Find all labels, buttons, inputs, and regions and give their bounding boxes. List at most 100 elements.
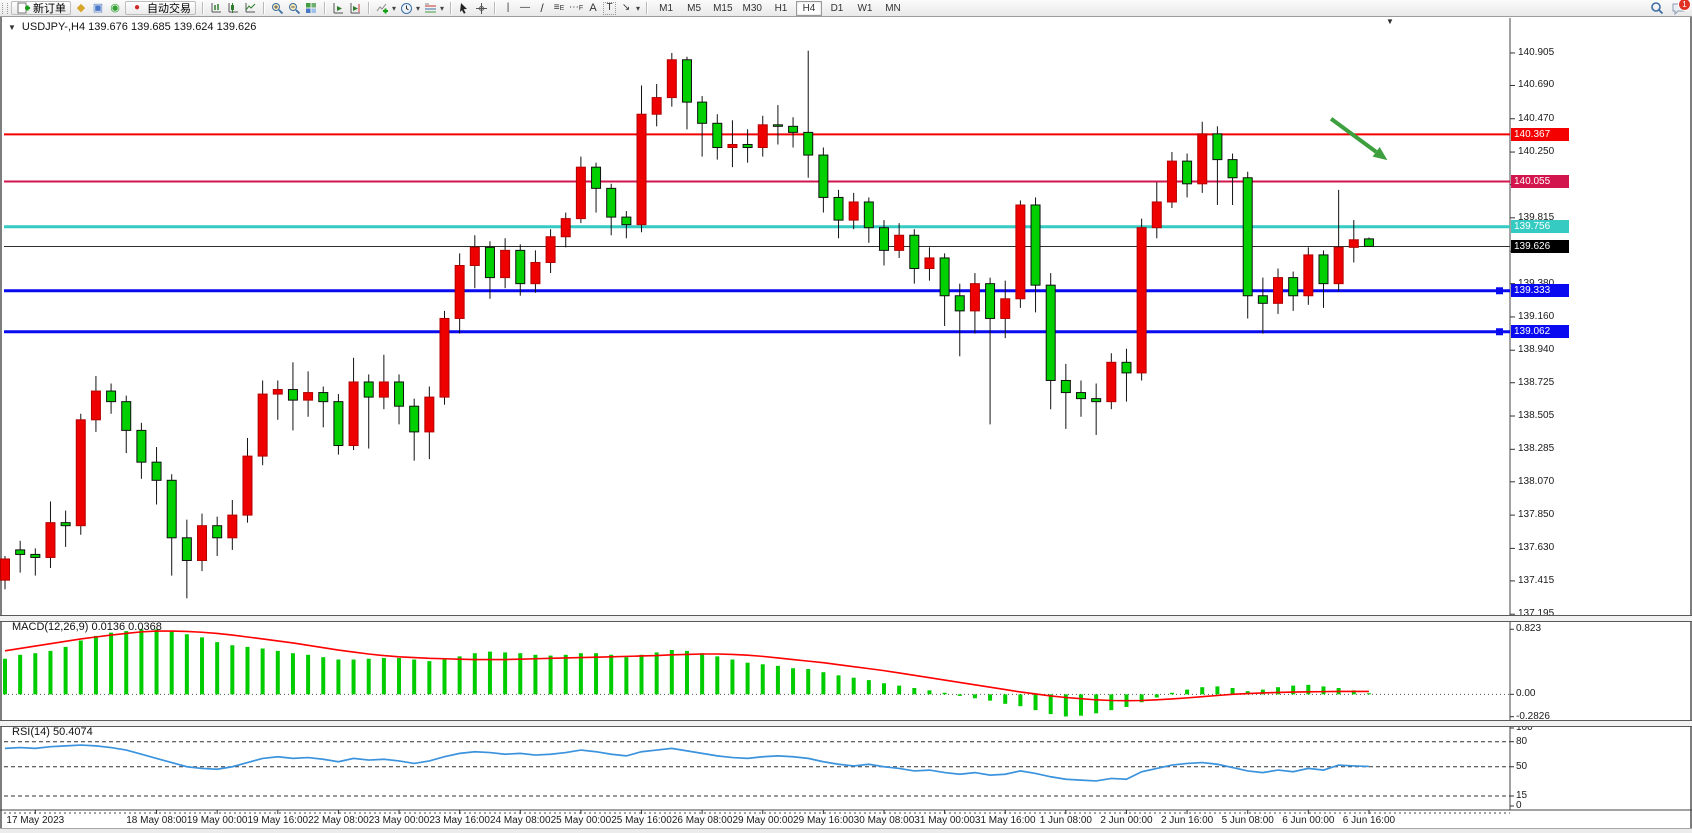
templates-icon[interactable] — [423, 1, 437, 15]
price-level-label-139.626: 139.626 — [1511, 239, 1569, 253]
time-axis-label: 2 Jun 00:00 — [1100, 815, 1153, 826]
time-axis-label: 2 Jun 16:00 — [1160, 815, 1214, 826]
periods-caret-icon[interactable]: ▾ — [416, 3, 421, 13]
timeframe-button-W1[interactable]: W1 — [857, 2, 873, 14]
candlestick-mode-icon[interactable] — [226, 1, 240, 15]
macd-pane-splitter[interactable] — [0, 615, 1692, 622]
chart-styler-icon[interactable]: ◆ — [76, 1, 86, 14]
tile-windows-icon[interactable] — [304, 1, 318, 15]
timeframe-button-H1[interactable]: H1 — [774, 2, 788, 14]
toolbar-grip[interactable] — [2, 2, 8, 14]
time-axis-label: 1 Jun 08:00 — [1039, 815, 1092, 826]
price-tick-label: 137.630 — [1518, 542, 1555, 554]
time-axis-label: 17 May 2023 — [6, 815, 65, 826]
time-axis-label: 6 Jun 16:00 — [1342, 815, 1396, 826]
price-tick-label: 140.250 — [1518, 146, 1555, 158]
time-axis-label: 6 Jun 00:00 — [1282, 815, 1335, 826]
timeframe-button-M30[interactable]: M30 — [742, 2, 762, 14]
toolbar-separator — [450, 2, 452, 14]
text-label-tool-icon[interactable]: T — [603, 1, 617, 15]
toolbar-separator — [263, 2, 264, 14]
toolbar: 新订单 ◆ ▣ ◉ ● 自动交易 — [0, 0, 1692, 17]
horizontal-line-tool-icon[interactable]: — — [520, 2, 531, 13]
time-axis-label: 26 May 08:00 — [671, 815, 733, 826]
price-tick-label: 139.815 — [1518, 211, 1555, 223]
price-level-label-139.333: 139.333 — [1511, 284, 1569, 298]
price-tick-label: 140.470 — [1518, 112, 1555, 124]
auto-trading-icon: ● — [133, 2, 141, 13]
periods-icon[interactable] — [399, 1, 413, 15]
price-level-label-140.055: 140.055 — [1511, 175, 1569, 189]
macd-axis-label: 0.00 — [1516, 688, 1536, 700]
auto-scroll-icon[interactable] — [331, 1, 345, 15]
equidistant-channel-tool-icon[interactable]: ≡ E — [553, 2, 565, 13]
symbol-dropdown-icon[interactable]: ▼ — [8, 22, 16, 32]
price-level-label-140.367: 140.367 — [1511, 127, 1569, 141]
price-tick-label: 139.380 — [1518, 277, 1555, 289]
zoom-in-icon[interactable] — [270, 1, 284, 15]
macd-indicator-label: MACD(12,26,9) 0.0136 0.0368 — [12, 621, 162, 633]
fibonacci-tool-icon[interactable]: ⋯ F — [568, 2, 584, 13]
new-order-icon — [16, 1, 30, 15]
arrows-caret-icon[interactable]: ▾ — [636, 3, 641, 13]
bar-chart-mode-icon[interactable] — [209, 1, 223, 15]
time-axis-label: 25 May 00:00 — [550, 815, 612, 826]
price-tick-label: 139.160 — [1518, 310, 1555, 322]
timeframe-button-D1[interactable]: D1 — [830, 2, 844, 14]
timeframe-button-M15[interactable]: M15 — [713, 2, 733, 14]
toolbar-separator — [202, 2, 203, 14]
search-icon[interactable] — [1650, 1, 1664, 15]
timeframe-button-MN[interactable]: MN — [885, 2, 901, 14]
text-tool-icon[interactable]: A — [589, 1, 597, 14]
price-tick-label: 137.415 — [1518, 574, 1555, 586]
price-tick-label: 138.505 — [1518, 410, 1555, 422]
macd-axis-label: 0.823 — [1516, 623, 1542, 635]
rsi-pane-splitter[interactable] — [0, 720, 1692, 727]
time-axis-label: 19 May 00:00 — [186, 815, 248, 826]
toolbar-separator — [494, 2, 496, 14]
time-axis-label: 24 May 08:00 — [489, 815, 551, 826]
crosshair-tool-icon[interactable] — [474, 1, 488, 15]
terminal-icon[interactable]: ▣ — [92, 1, 104, 14]
price-tick-label: 140.905 — [1518, 46, 1555, 58]
rsi-indicator-label: RSI(14) 50.4074 — [12, 726, 93, 738]
chart-shift-icon[interactable] — [348, 1, 362, 15]
timeframe-button-M5[interactable]: M5 — [687, 2, 702, 14]
price-tick-label: 140.690 — [1518, 79, 1555, 91]
new-order-label: 新订单 — [33, 3, 66, 15]
time-axis-label: 31 May 16:00 — [974, 815, 1036, 826]
timeframe-button-H4[interactable]: H4 — [795, 0, 822, 16]
timeframe-toolbar: M1 M5 M15 M30 H1 H4 D1 W1 MN — [653, 0, 906, 16]
arrows-tool-icon[interactable]: ↘ — [621, 2, 631, 13]
new-order-button[interactable]: 新订单 — [11, 1, 71, 15]
chart-title-text: USDJPY-,H4 139.676 139.685 139.624 139.6… — [21, 21, 257, 33]
chart-title-bar: ▼ USDJPY-,H4 139.676 139.685 139.624 139… — [8, 21, 256, 33]
timeframe-button-M1[interactable]: M1 — [659, 2, 674, 14]
rsi-axis-label: 0 — [1516, 800, 1522, 811]
vertical-line-tool-icon[interactable]: | — [506, 2, 510, 13]
price-tick-label: 138.070 — [1518, 475, 1555, 487]
notifications-icon[interactable]: 1 — [1672, 0, 1691, 15]
zoom-out-icon[interactable] — [287, 1, 301, 15]
chart-shift-marker-icon: ▼ — [1386, 17, 1394, 26]
indicators-caret-icon[interactable]: ▾ — [392, 3, 397, 13]
templates-caret-icon[interactable]: ▾ — [440, 3, 445, 13]
notification-badge: 1 — [1678, 0, 1691, 11]
signals-icon[interactable]: ◉ — [110, 1, 120, 14]
time-axis-label: 5 Jun 08:00 — [1221, 815, 1274, 826]
time-axis-label: 18 May 08:00 — [126, 815, 187, 826]
time-axis-label: 23 May 16:00 — [429, 815, 490, 826]
time-axis-label: 30 May 08:00 — [853, 815, 915, 826]
chart-window — [0, 16, 1692, 833]
macd-axis-label: -0.2826 — [1516, 710, 1550, 722]
time-axis-label: 29 May 00:00 — [732, 815, 794, 826]
line-chart-mode-icon[interactable] — [243, 1, 257, 15]
cursor-tool-icon[interactable] — [457, 1, 471, 15]
indicators-icon[interactable] — [375, 1, 389, 15]
rsi-axis-label: 50 — [1516, 760, 1528, 772]
trendline-tool-icon[interactable]: / — [540, 1, 544, 15]
rsi-axis-label: 100 — [1516, 722, 1533, 733]
window-left-border — [0, 17, 2, 833]
auto-trading-button[interactable]: ● 自动交易 — [125, 1, 196, 15]
auto-trading-label: 自动交易 — [147, 3, 191, 15]
